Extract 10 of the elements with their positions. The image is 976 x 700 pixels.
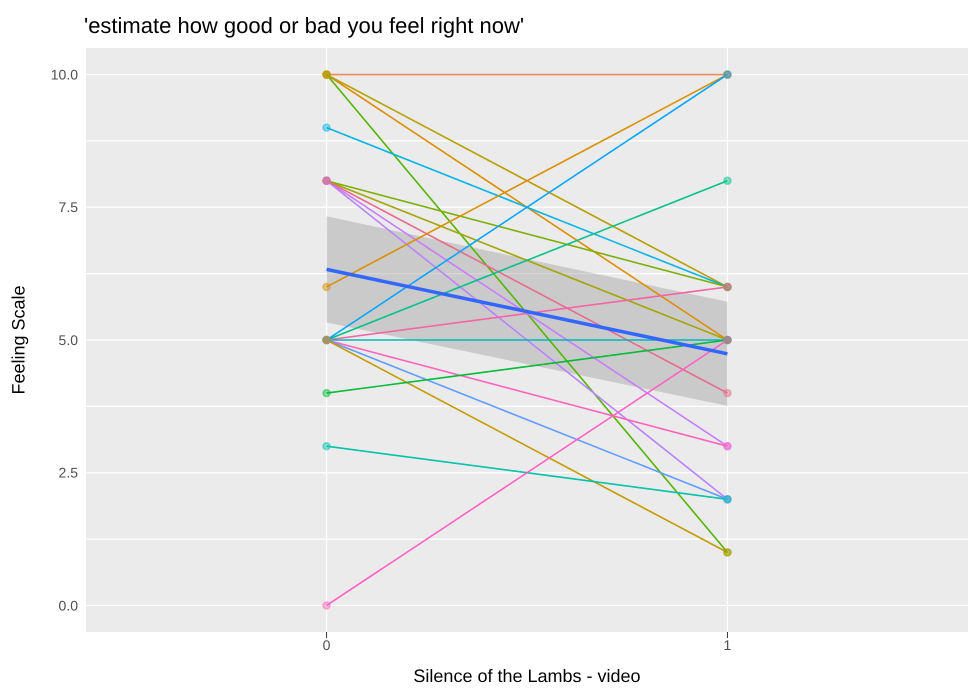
chart-title: 'estimate how good or bad you feel right now' bbox=[84, 12, 526, 40]
x-tick-label: 0 bbox=[322, 636, 331, 653]
x-tick-label: 1 bbox=[724, 636, 732, 653]
y-tick-label: 10.0 bbox=[50, 66, 78, 83]
y-tick-label: 2.5 bbox=[58, 464, 78, 481]
y-tick-label: 5.0 bbox=[58, 332, 78, 348]
y-axis-title: Feeling Scale bbox=[8, 285, 28, 395]
x-axis-title: Silence of the Lambs - video bbox=[413, 666, 641, 686]
y-tick-label: 0.0 bbox=[58, 597, 78, 614]
y-tick-label: 7.5 bbox=[58, 199, 78, 216]
